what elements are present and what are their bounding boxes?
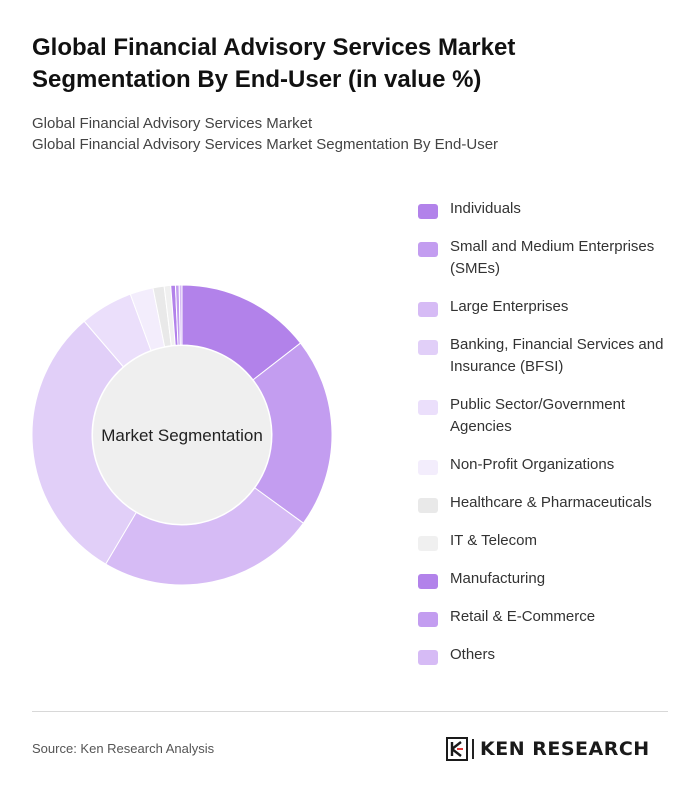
legend-item: Non-Profit Organizations (418, 454, 678, 476)
brand-logo: KEN RESEARCH (446, 735, 650, 763)
legend-label: Public Sector/Government Agencies (450, 396, 626, 435)
donut-slice-large-enterprises[interactable] (104, 487, 305, 586)
legend-item: IT & Telecom (418, 530, 678, 552)
source-note: Source: Ken Research Analysis (32, 741, 215, 756)
donut-slice-others[interactable] (178, 284, 183, 346)
chart-legend: Individuals Small and Medium Enterprises … (418, 198, 678, 666)
legend-item: Individuals (418, 198, 678, 220)
legend-label: Manufacturing (450, 570, 546, 587)
brand-name: KEN RESEARCH (480, 738, 650, 760)
legend-item: Small and Medium Enterprises (SMEs) (418, 236, 678, 280)
footer-divider (32, 711, 668, 712)
donut-center-hole (93, 346, 271, 524)
donut-slice-banking-financial-services-and-insurance-bfsi[interactable] (31, 320, 137, 565)
legend-item: Healthcare & Pharmaceuticals (418, 492, 678, 514)
legend-item: Large Enterprises (418, 296, 678, 318)
legend-swatch (418, 536, 438, 551)
legend-label: Banking, Financial Services and Insuranc… (450, 336, 664, 375)
legend-swatch (418, 574, 438, 589)
legend-swatch (418, 460, 438, 475)
legend-item: Retail & E-Commerce (418, 606, 678, 628)
ken-research-logo-icon (446, 737, 468, 761)
chart-subtitle: Global Financial Advisory Services Marke… (32, 113, 652, 155)
donut-center-label: Market Segmentation (101, 426, 263, 445)
legend-swatch (418, 400, 438, 415)
legend-label: Others (450, 646, 496, 663)
legend-swatch (418, 340, 438, 355)
donut-chart: Market Segmentation (31, 284, 333, 586)
legend-item: Banking, Financial Services and Insuranc… (418, 334, 678, 378)
legend-item: Manufacturing (418, 568, 678, 590)
legend-item: Public Sector/Government Agencies (418, 394, 678, 438)
legend-swatch (418, 612, 438, 627)
legend-swatch (418, 650, 438, 665)
chart-title: Global Financial Advisory Services Marke… (32, 34, 516, 93)
legend-label: Small and Medium Enterprises (SMEs) (450, 238, 655, 277)
subtitle-line-1: Global Financial Advisory Services Marke… (32, 115, 313, 132)
legend-swatch (418, 498, 438, 513)
legend-label: Healthcare & Pharmaceuticals (450, 494, 652, 511)
legend-label: Non-Profit Organizations (450, 456, 615, 473)
legend-label: Retail & E-Commerce (450, 608, 596, 625)
brand-separator (472, 739, 474, 759)
legend-swatch (418, 302, 438, 317)
legend-label: Large Enterprises (450, 298, 569, 315)
donut-chart-container: Market Segmentation (30, 280, 336, 590)
legend-label: Individuals (450, 200, 521, 217)
legend-swatch (418, 204, 438, 219)
legend-item: Others (418, 644, 678, 666)
legend-label: IT & Telecom (450, 532, 537, 549)
subtitle-line-2: Global Financial Advisory Services Marke… (32, 136, 499, 153)
legend-swatch (418, 242, 438, 257)
